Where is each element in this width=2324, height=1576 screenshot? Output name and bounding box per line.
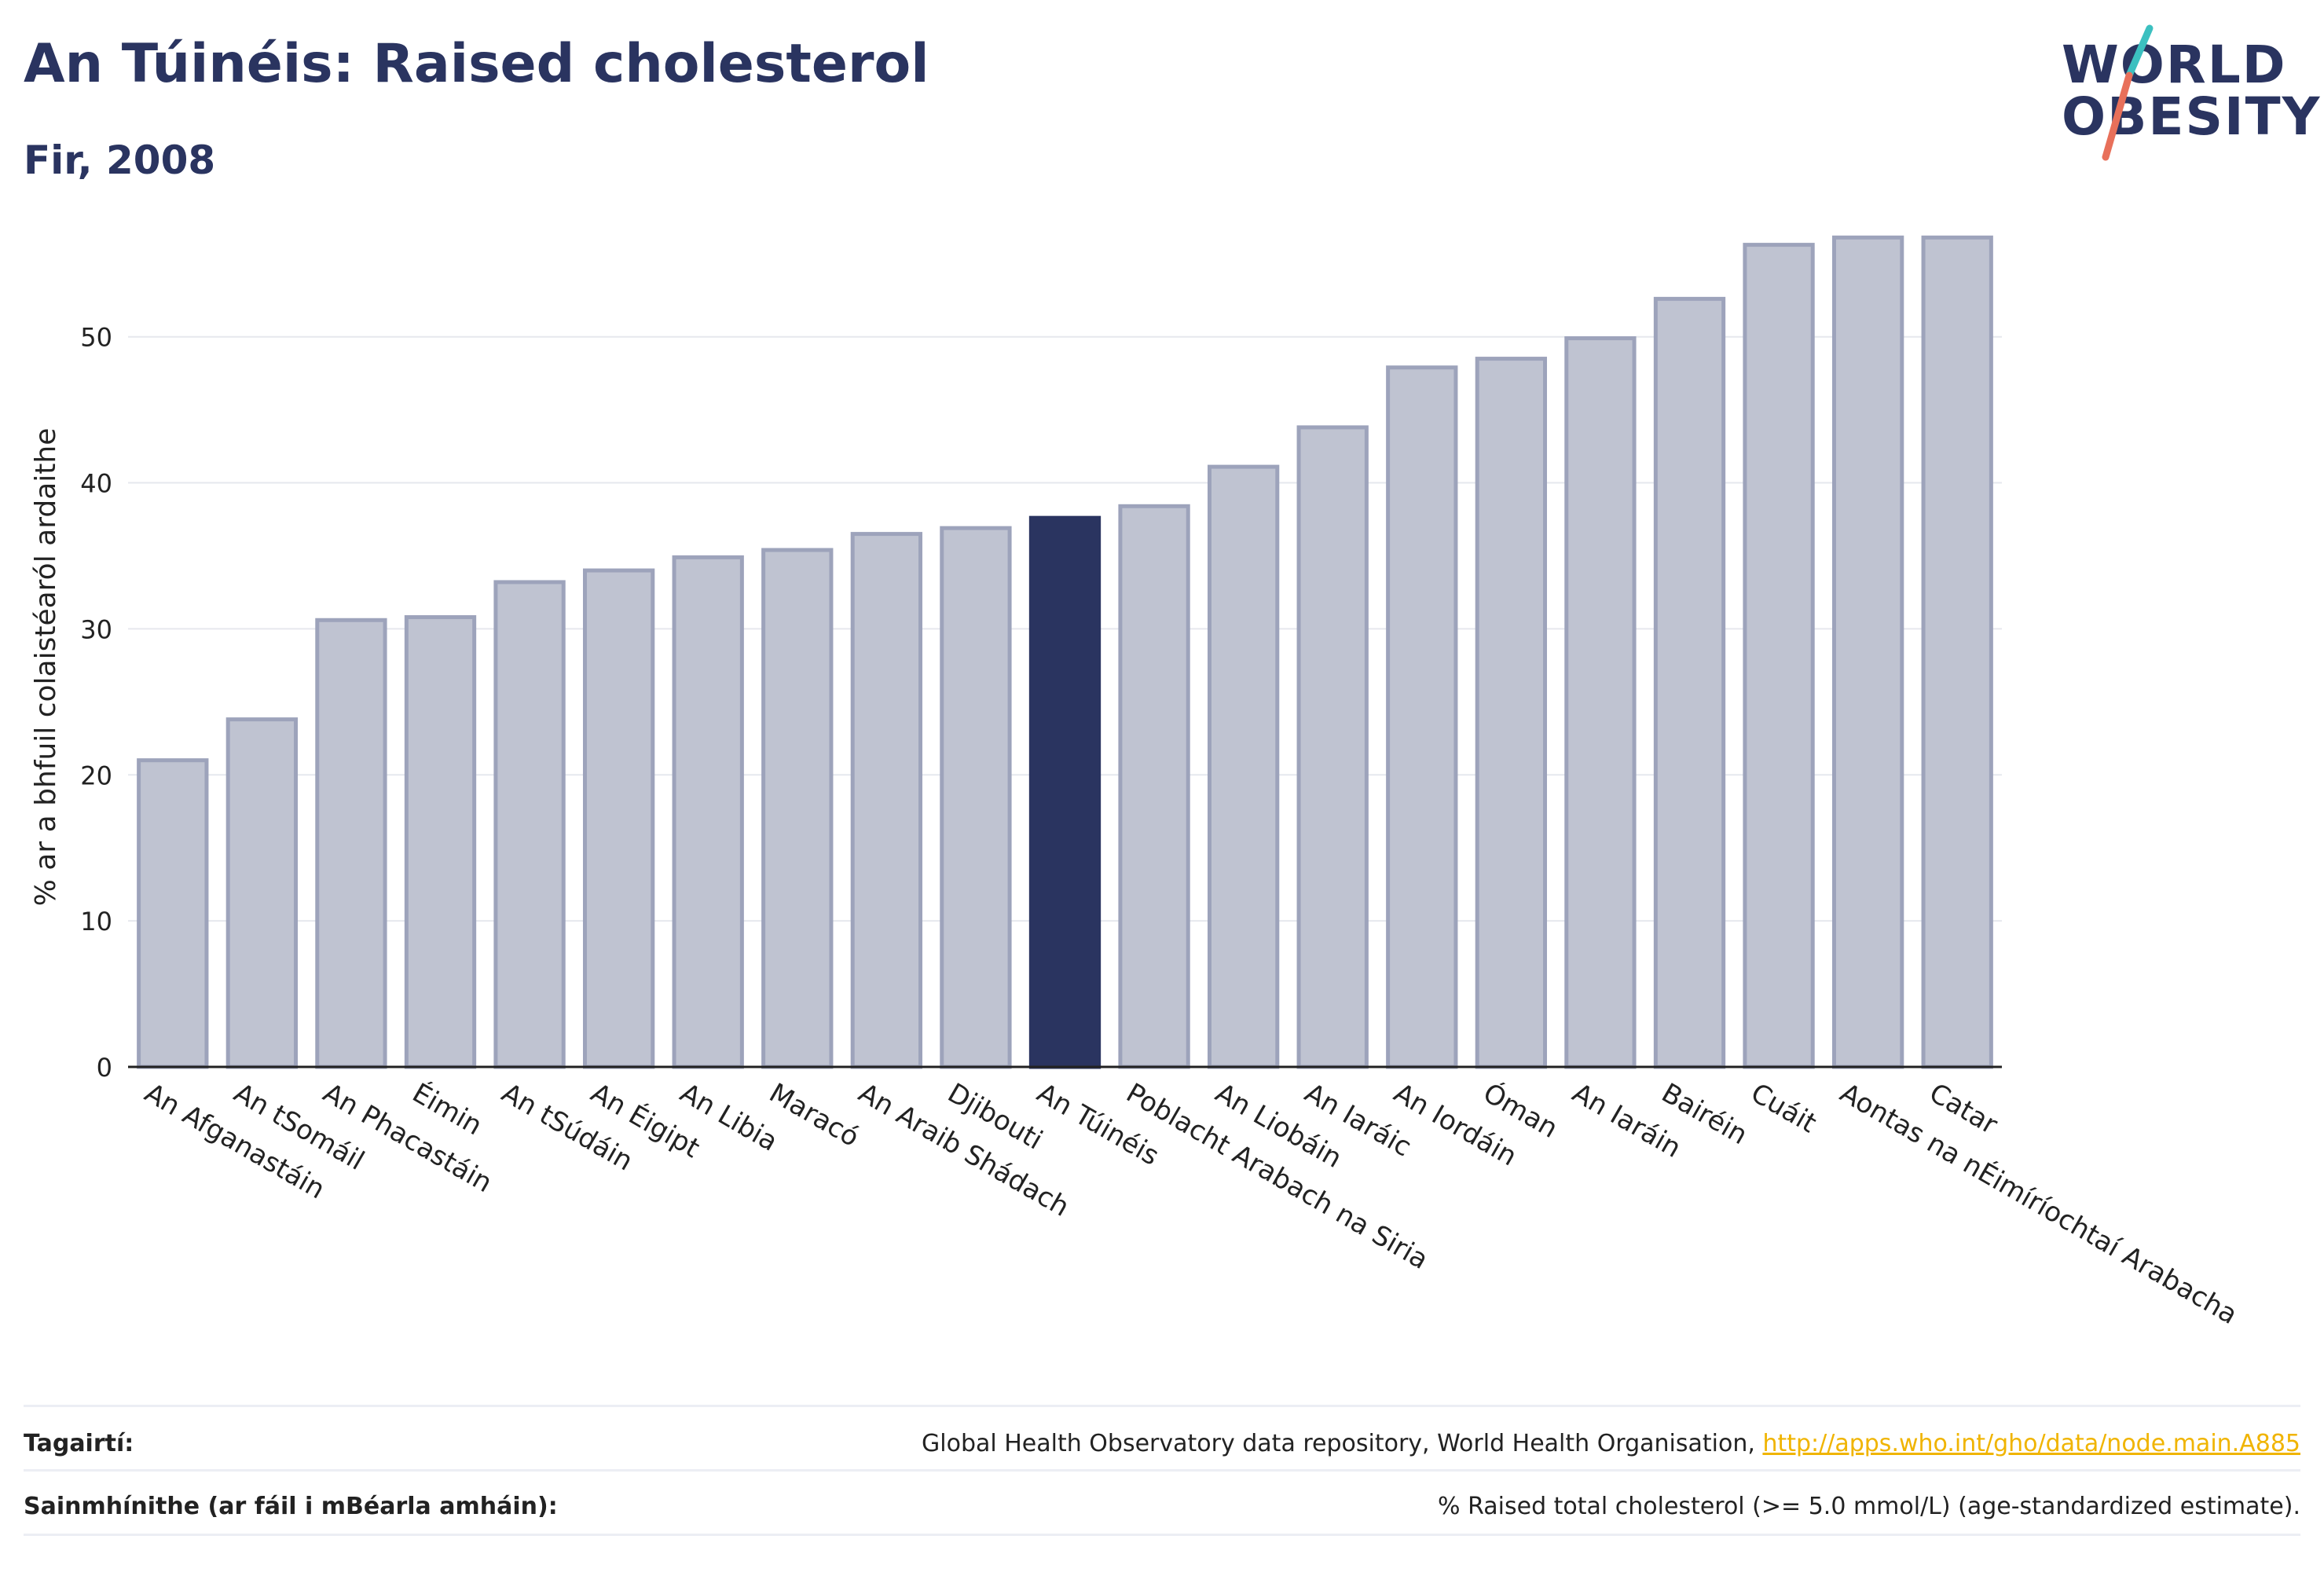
bar — [1118, 504, 1190, 1069]
definitions-label: Sainmhínithe (ar fáil i mBéarla amháin): — [24, 1492, 558, 1520]
footer-divider-top — [24, 1405, 2300, 1407]
references-label: Tagairtí: — [24, 1429, 134, 1457]
definitions-text: % Raised total cholesterol (>= 5.0 mmol/… — [1438, 1492, 2300, 1520]
y-tick-label: 30 — [80, 614, 112, 644]
logo-line-1: WORLD — [2062, 35, 2287, 95]
bar — [850, 532, 923, 1069]
x-tick-label: Aontas na nÉimíríochtaí Arabacha — [1835, 1076, 2243, 1331]
bar — [1921, 235, 1993, 1069]
x-tick-label: Cuáit — [1746, 1077, 1822, 1139]
bar — [493, 580, 566, 1069]
x-tick-label: Maracó — [764, 1077, 864, 1153]
world-obesity-logo: WORLD OBESITY — [2051, 24, 2319, 165]
y-tick-label: 40 — [80, 469, 112, 499]
references-link[interactable]: http://apps.who.int/gho/data/node.main.A… — [1762, 1429, 2300, 1457]
bar — [761, 548, 834, 1069]
bar-highlighted — [1028, 515, 1102, 1069]
chart-title: An Túinéis: Raised cholesterol — [24, 33, 929, 95]
references-value: Global Health Observatory data repositor… — [922, 1430, 2300, 1457]
bar — [1743, 243, 1815, 1069]
y-tick-label: 50 — [80, 323, 112, 353]
bar — [225, 717, 299, 1069]
bar — [1475, 357, 1548, 1069]
definitions-row: Sainmhínithe (ar fáil i mBéarla amháin):… — [24, 1475, 2300, 1538]
y-tick-label: 10 — [80, 907, 112, 936]
references-text: Global Health Observatory data repositor… — [922, 1429, 1763, 1457]
bar — [940, 526, 1012, 1069]
chart-subtitle: Fir, 2008 — [24, 137, 216, 183]
bar — [137, 758, 209, 1069]
bar — [582, 568, 655, 1069]
footer-divider-middle — [24, 1469, 2300, 1472]
bar — [1207, 464, 1280, 1069]
footer-divider-bottom — [24, 1534, 2300, 1536]
bars — [137, 235, 1993, 1069]
bar — [1296, 425, 1369, 1069]
bar — [672, 555, 744, 1069]
bar — [1564, 336, 1637, 1069]
logo-slash-icon — [2102, 24, 2154, 161]
y-tick-label: 20 — [80, 761, 112, 790]
y-tick-label: 0 — [97, 1053, 112, 1083]
bar — [1653, 296, 1726, 1069]
references-row: Tagairtí: Global Health Observatory data… — [24, 1412, 2300, 1475]
bar — [404, 615, 477, 1069]
bar — [1386, 365, 1458, 1069]
bar — [1831, 235, 1904, 1069]
logo-line-2: OBESITY — [2062, 86, 2322, 147]
bar — [315, 618, 387, 1069]
y-axis-label: % ar a bhfuil colaistéaról ardaithe — [30, 428, 62, 907]
